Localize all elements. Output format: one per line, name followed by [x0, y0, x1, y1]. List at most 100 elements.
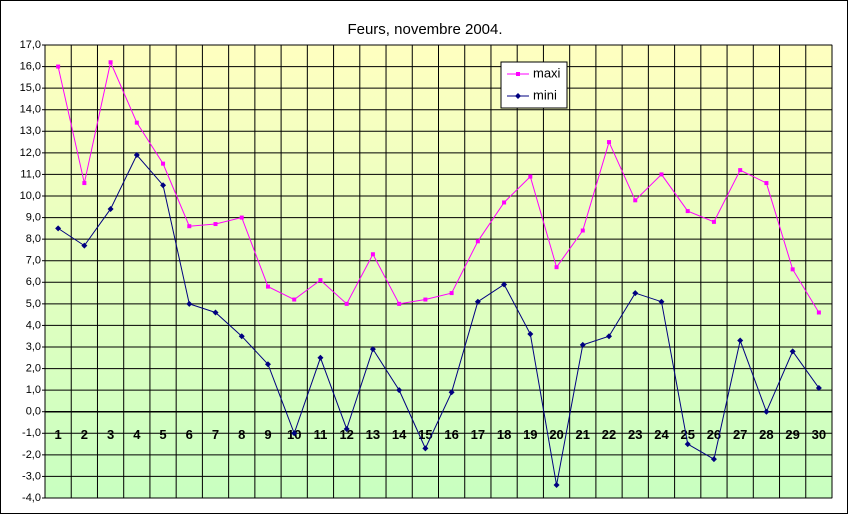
x-tick-label: 18	[497, 427, 511, 442]
x-tick-label: 23	[628, 427, 642, 442]
x-tick-label: 30	[812, 427, 826, 442]
x-tick-label: 8	[238, 427, 245, 442]
x-tick-label: 28	[759, 427, 773, 442]
y-tick-label: 12,0	[20, 147, 41, 159]
y-tick-label: 3,0	[26, 341, 41, 353]
point	[55, 225, 62, 232]
x-tick-label: 6	[186, 427, 193, 442]
point	[396, 387, 403, 394]
y-tick-label: 0,0	[26, 406, 41, 418]
point	[187, 224, 192, 229]
y-tick-label: 14,0	[20, 104, 41, 116]
series-line	[57, 60, 820, 313]
y-tick-label: 9,0	[26, 211, 41, 223]
point	[738, 168, 743, 173]
point	[502, 200, 507, 205]
point	[474, 298, 481, 305]
x-tick-label: 12	[339, 427, 353, 442]
y-tick-label: 2,0	[26, 362, 41, 374]
point	[186, 300, 193, 307]
y-tick-label: 7,0	[26, 255, 41, 267]
point	[448, 389, 455, 396]
point	[527, 331, 534, 338]
point	[579, 341, 586, 348]
y-tick-label: 5,0	[26, 298, 41, 310]
point	[397, 301, 402, 306]
point	[658, 298, 665, 305]
point	[684, 441, 691, 448]
series-line	[57, 154, 820, 486]
point	[343, 425, 350, 432]
point	[264, 361, 271, 368]
point	[370, 252, 375, 257]
y-tick-label: 4,0	[26, 319, 41, 331]
x-tick-label: 5	[159, 427, 166, 442]
point	[291, 430, 298, 437]
point	[317, 354, 324, 361]
point	[553, 482, 560, 489]
point	[318, 278, 323, 283]
point	[659, 172, 664, 177]
point	[737, 337, 744, 344]
x-tick-label: 7	[212, 427, 219, 442]
y-tick-label: 6,0	[26, 276, 41, 288]
point	[632, 290, 639, 297]
x-tick-label: 11	[314, 427, 328, 442]
point	[816, 310, 821, 315]
x-tick-label: 17	[471, 427, 485, 442]
x-tick-label: 22	[602, 427, 616, 442]
point	[607, 140, 612, 145]
point	[82, 181, 87, 186]
y-tick-label: 13,0	[20, 125, 41, 137]
point	[108, 60, 113, 65]
y-tick-label: 15,0	[20, 82, 41, 94]
x-tick-label: 26	[707, 427, 721, 442]
point	[685, 209, 690, 214]
legend	[500, 61, 568, 109]
x-tick-label: 24	[654, 427, 669, 442]
point	[449, 291, 454, 296]
y-tick-label: -1,0	[22, 427, 41, 439]
point	[344, 301, 349, 306]
x-tick-label: 21	[576, 427, 590, 442]
y-tick-label: -4,0	[22, 492, 41, 504]
point	[265, 284, 270, 289]
point	[501, 281, 508, 288]
y-tick-label: 16,0	[20, 60, 41, 72]
x-tick-label: 27	[733, 427, 747, 442]
y-tick-label: 11,0	[20, 168, 41, 180]
point	[212, 309, 219, 316]
point	[528, 174, 533, 179]
x-tick-label: 20	[549, 427, 563, 442]
point	[160, 182, 167, 189]
point	[516, 72, 520, 76]
point	[710, 456, 717, 463]
x-tick-label: 15	[418, 427, 432, 442]
point	[633, 198, 638, 203]
chart-title: Feurs, novembre 2004.	[347, 21, 502, 38]
point	[213, 222, 218, 227]
point	[711, 219, 716, 224]
point	[606, 333, 613, 340]
y-tick-label: 8,0	[26, 233, 41, 245]
y-tick-label: -2,0	[22, 449, 41, 461]
point	[580, 228, 585, 233]
point	[515, 93, 521, 99]
point	[161, 161, 166, 166]
x-tick-label: 3	[107, 427, 114, 442]
point	[790, 267, 795, 272]
point	[422, 445, 429, 452]
point	[133, 152, 140, 159]
x-tick-label: 13	[366, 427, 380, 442]
x-tick-label: 9	[264, 427, 271, 442]
point	[134, 120, 139, 125]
y-tick-label: -3,0	[22, 470, 41, 482]
x-tick-label: 4	[133, 427, 141, 442]
point	[56, 64, 61, 69]
y-tick-label: 17,0	[20, 39, 41, 51]
legend-label: maxi	[533, 65, 561, 80]
x-tick-label: 19	[523, 427, 537, 442]
x-tick-label: 16	[444, 427, 458, 442]
point	[107, 205, 114, 212]
